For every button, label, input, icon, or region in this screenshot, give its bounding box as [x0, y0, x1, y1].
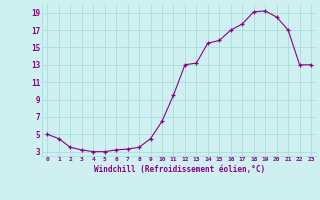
X-axis label: Windchill (Refroidissement éolien,°C): Windchill (Refroidissement éolien,°C): [94, 165, 265, 174]
